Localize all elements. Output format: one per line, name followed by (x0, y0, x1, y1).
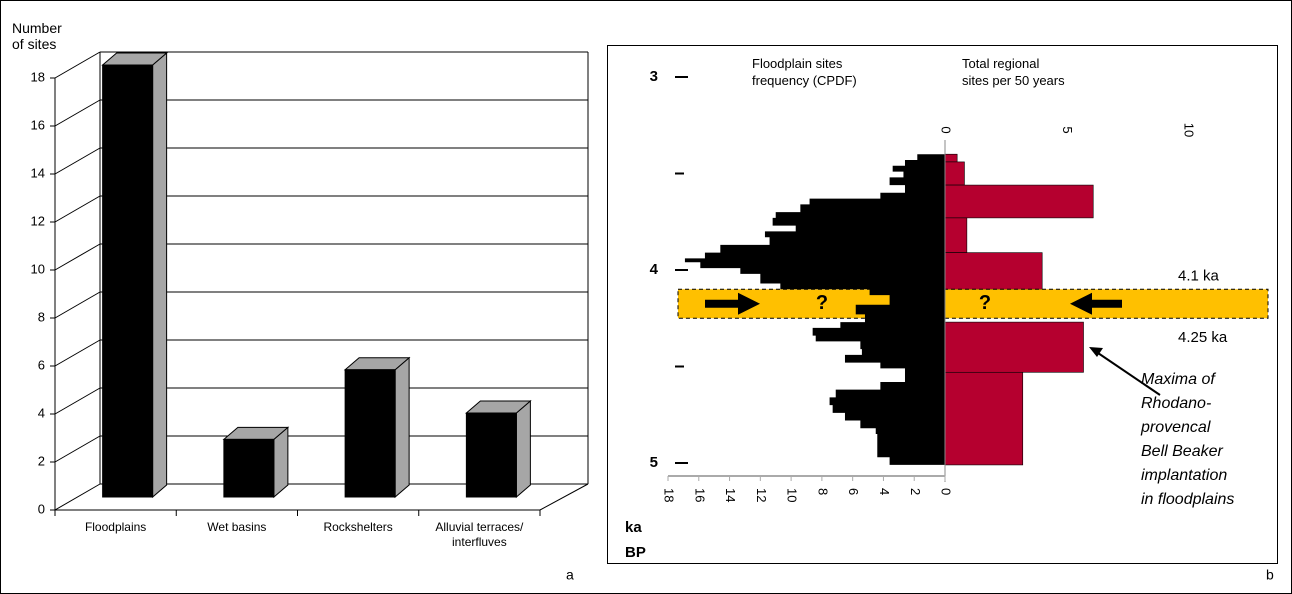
annotation: in floodplains (1141, 491, 1235, 508)
y-axis-label: BP (625, 544, 646, 561)
x-tick-label: 16 (692, 488, 707, 502)
x-tick-label: 5 (1060, 126, 1075, 133)
bar (465, 412, 517, 498)
arrow (1070, 292, 1122, 315)
y-tick-label: 5 (650, 454, 658, 471)
grid-diagonal (54, 195, 101, 223)
panel-label: a (566, 567, 574, 583)
y-axis-label: Number (12, 20, 62, 36)
histogram-bar (944, 153, 958, 163)
y-tick-label: 10 (31, 261, 45, 276)
series-label: sites per 50 years (962, 73, 1065, 88)
x-tick-label: Wet basins (207, 520, 267, 534)
x-tick-label: 6 (846, 488, 861, 495)
grid-diagonal (54, 147, 101, 175)
x-tick-label: 14 (723, 488, 738, 502)
band-marker: ? (816, 292, 828, 314)
pointer (1097, 352, 1161, 396)
annotation: provencal (1141, 419, 1211, 436)
annotation: Bell Beaker (1141, 443, 1223, 460)
pointer-head (1089, 347, 1103, 357)
grid-diagonal (54, 387, 101, 415)
panel-b-frame (607, 45, 1278, 564)
histogram-bar (944, 217, 968, 253)
bar-side (152, 51, 168, 499)
bar-side (394, 356, 410, 499)
y-tick-label: 2 (38, 453, 45, 468)
x-tick-label: 18 (662, 488, 677, 502)
y-tick-label: 4 (38, 405, 45, 420)
band (677, 288, 1269, 319)
x-tick-label: 10 (1182, 123, 1197, 137)
y-tick-label: 18 (31, 69, 45, 84)
histogram-bar (944, 161, 965, 186)
x-tick-label: Alluvial terraces/ interfluves (435, 520, 524, 549)
area (684, 154, 945, 465)
y-tick-label: 4 (650, 261, 659, 278)
bar (223, 438, 275, 498)
y-tick-label: 14 (31, 165, 45, 180)
histogram-bar (944, 371, 1024, 466)
y-tick-label: 12 (31, 213, 45, 228)
y-tick-label: 16 (31, 117, 45, 132)
x-tick-label: 10 (785, 488, 800, 502)
band-marker: ? (979, 292, 991, 314)
y-tick-label: 0 (38, 501, 45, 516)
y-tick-label: 3 (650, 68, 658, 85)
bar-side (515, 399, 531, 499)
grid-diagonal (54, 243, 101, 271)
histogram-bar (944, 184, 1094, 219)
x-tick-label: 4 (877, 488, 892, 495)
y-axis-label: ka (625, 519, 642, 536)
x-tick-label: Floodplains (84, 520, 147, 534)
x-tick-label: 0 (939, 488, 954, 495)
panel-label: b (1266, 567, 1274, 583)
arrow (705, 292, 760, 315)
bar (102, 64, 154, 498)
grid-diagonal (54, 339, 101, 367)
y-axis-label: of sites (12, 36, 57, 52)
y-tick-label: 6 (38, 357, 45, 372)
series-label: Floodplain sites (752, 56, 843, 71)
floor-edge (539, 483, 589, 511)
x-tick-label: Rockshelters (323, 520, 393, 534)
band-label: 4.25 ka (1178, 329, 1228, 346)
x-tick-label: 2 (908, 488, 923, 495)
histogram-bar (944, 321, 1084, 373)
grid-diagonal (54, 483, 101, 511)
grid-diagonal (54, 51, 101, 79)
grid-diagonal (54, 291, 101, 319)
histogram-bar (944, 252, 1043, 290)
annotation: Rhodano- (1141, 395, 1212, 412)
x-tick-label: 0 (939, 126, 954, 133)
y-tick-label: 8 (38, 309, 45, 324)
band-label: 4.1 ka (1178, 267, 1220, 284)
annotation: Maxima of (1141, 371, 1215, 388)
x-tick-label: 8 (815, 488, 830, 495)
x-tick-label: 12 (754, 488, 769, 502)
grid-diagonal (54, 99, 101, 127)
annotation: implantation (1141, 467, 1228, 484)
grid-diagonal (54, 435, 101, 463)
series-label: Total regional (962, 56, 1040, 71)
series-label: frequency (CPDF) (752, 73, 857, 88)
bar (344, 369, 396, 498)
